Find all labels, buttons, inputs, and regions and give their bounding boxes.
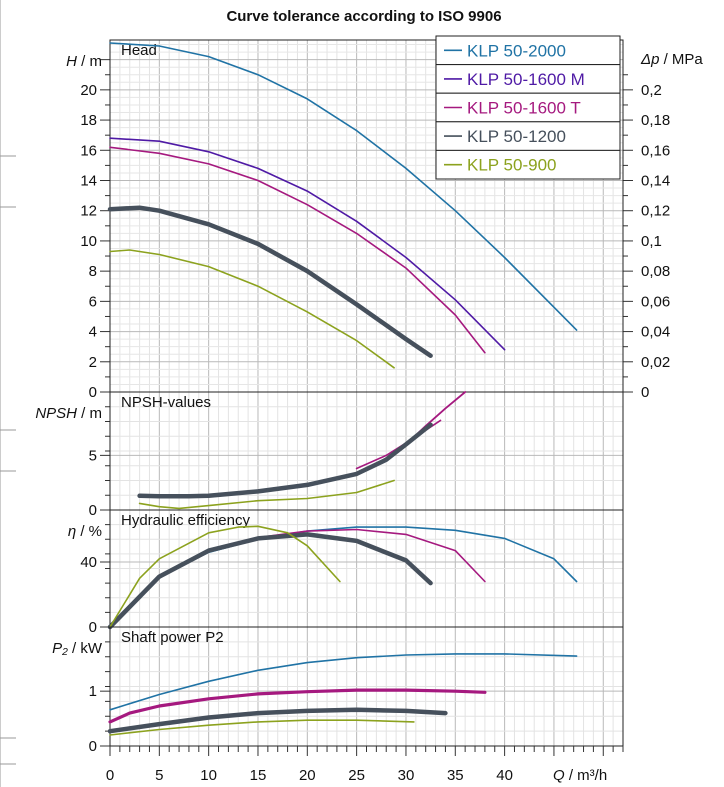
panel-title: Hydraulic efficiency — [121, 512, 250, 529]
x-axis-label: Q / m³/h — [553, 767, 607, 784]
x-tick-label: 20 — [299, 767, 316, 784]
legend-label: KLP 50-1200 — [467, 127, 566, 146]
series-line-klp-50-1200 — [107, 707, 448, 734]
y-tick-label: 0 — [89, 738, 97, 755]
y-tick-label: 40 — [80, 554, 97, 571]
x-tick-label: 25 — [348, 767, 365, 784]
legend-entry-box — [435, 35, 621, 66]
y-tick-label: 10 — [80, 233, 97, 250]
legend-label: KLP 50-900 — [467, 156, 556, 175]
x-tick-label: 0 — [106, 767, 114, 784]
y-tick-label: 5 — [89, 447, 97, 464]
x-tick-label: 15 — [250, 767, 267, 784]
panel-efficiency: 0 40 η / % Hydraulic efficiency — [68, 509, 624, 636]
legend-label: KLP 50-2000 — [467, 41, 566, 60]
series-line-klp-50-900 — [138, 479, 395, 510]
y2-tick-label: 0 — [641, 384, 649, 401]
y-tick-label: 14 — [80, 172, 97, 189]
y2-tick-label: 0,16 — [641, 142, 670, 159]
y2-tick-label: 0,08 — [641, 263, 670, 280]
y2-tick-label: 0,18 — [641, 112, 670, 129]
y-tick-label: 2 — [89, 354, 97, 371]
legend-label: KLP 50-1600 M — [467, 70, 585, 89]
y2-tick-label: 0,12 — [641, 203, 670, 220]
series-line-klp-50-900 — [109, 719, 415, 736]
series-line-klp-50-1600-t — [109, 146, 486, 354]
y-tick-label: 1 — [89, 683, 97, 700]
chart-title: Curve tolerance according to ISO 9906 — [226, 8, 501, 25]
y-axis-label: H / m — [66, 53, 102, 70]
y-tick-label: 4 — [89, 324, 97, 341]
y-tick-label: 0 — [89, 502, 97, 519]
panel-title: Head — [121, 42, 157, 59]
panel-npsh: 0 5 NPSH / m NPSH-values — [35, 391, 624, 519]
series-line-klp-50-2000 — [109, 653, 578, 711]
y2-tick-label: 0,02 — [641, 354, 670, 371]
y2-axis-label: Δp / MPa — [640, 51, 703, 68]
legend-entry-box — [435, 64, 621, 94]
x-tick-label: 10 — [200, 767, 217, 784]
panel-head: 0 2 4 6 8 10 12 14 16 18 20 0 0,02 0,04 0,06 0,08 0,1 0,1… — [66, 39, 703, 401]
series-line-klp-50-1200 — [107, 532, 433, 630]
legend-entry-box — [435, 92, 621, 123]
y-tick-label: 20 — [80, 82, 97, 99]
series-line-klp-50-1600-t — [108, 688, 487, 724]
series-line-klp-50-2000 — [109, 42, 578, 331]
panel-title: NPSH-values — [121, 394, 211, 411]
panel-title: Shaft power P2 — [121, 629, 224, 646]
y-axis-label: η / % — [68, 523, 102, 540]
series-line-klp-50-1200 — [137, 422, 433, 499]
y-tick-label: 8 — [89, 263, 97, 280]
y-tick-label: 16 — [80, 142, 97, 159]
series-line-klp-50-1600-m — [109, 137, 506, 351]
legend-entry-box — [435, 149, 621, 180]
panel-power: 0 1 P₂ / kW Shaft power P2 — [52, 626, 624, 755]
x-tick-label: 30 — [398, 767, 415, 784]
series-line-klp-50-900 — [109, 525, 341, 628]
y-tick-label: 18 — [80, 112, 97, 129]
y2-tick-label: 0,06 — [641, 293, 670, 310]
x-tick-label: 5 — [155, 767, 163, 784]
y2-tick-label: 0,14 — [641, 172, 670, 189]
y-tick-label: 0 — [89, 619, 97, 636]
series-line-klp-50-900 — [109, 249, 395, 369]
y2-tick-label: 0,04 — [641, 324, 670, 341]
legend-label: KLP 50-1600 T — [467, 99, 581, 118]
y2-tick-label: 0,2 — [641, 82, 662, 99]
y2-tick-label: 0,1 — [641, 233, 662, 250]
y-axis-label: NPSH / m — [35, 405, 102, 422]
x-tick-label: 35 — [447, 767, 464, 784]
legend: KLP 50-2000 KLP 50-1600 M KLP 50-1600 T KLP… — [435, 35, 621, 180]
x-tick-label: 40 — [496, 767, 513, 784]
series-line-klp-50-1200 — [107, 205, 433, 358]
y-tick-label: 12 — [80, 203, 97, 220]
y-axis-label: P₂ / kW — [52, 640, 103, 657]
legend-entry-box — [435, 121, 621, 151]
y-tick-label: 0 — [89, 384, 97, 401]
y-tick-label: 6 — [89, 293, 97, 310]
